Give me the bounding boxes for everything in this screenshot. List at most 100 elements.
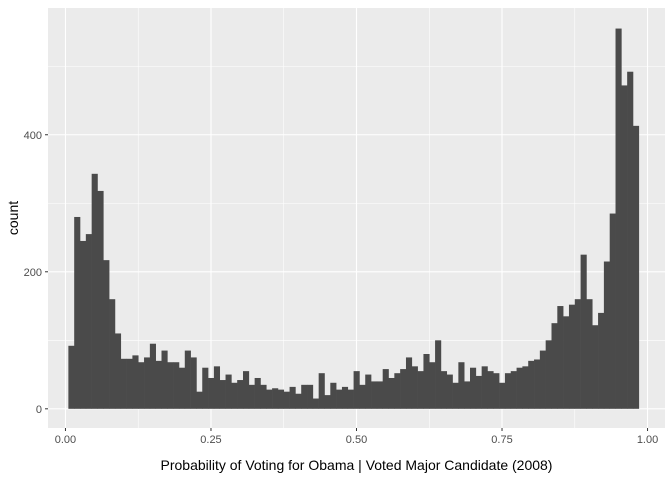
histogram-bar [138,362,145,409]
histogram-bar [283,391,290,409]
y-tick-label: 200 [24,267,42,279]
histogram-bar [237,380,244,409]
histogram-bar [80,240,87,409]
histogram-bar [213,366,221,409]
histogram-bar [563,316,570,409]
histogram-bar [74,216,81,409]
histogram-bar [452,382,459,409]
histogram-bar [574,299,581,409]
histogram-bar [382,369,389,409]
histogram-bar [545,340,552,409]
histogram-bar [184,350,191,409]
histogram-bar [493,373,500,409]
histogram-bar [440,371,448,409]
histogram-bar [225,374,232,409]
histogram-bar [114,333,122,409]
histogram-bar [289,386,296,409]
histogram-bar [539,350,546,409]
histogram-bar [202,367,209,409]
histogram-bar [371,381,378,409]
histogram-bar [615,28,622,409]
histogram-bar [632,125,640,409]
histogram-bar [167,362,174,409]
y-tick-label: 400 [24,130,42,142]
histogram-bar [324,395,331,409]
x-tick-label: 0.25 [200,434,221,446]
histogram-bar [173,362,180,409]
histogram-bar [295,393,302,409]
histogram-bar [400,369,407,409]
y-axis-title: count [5,201,21,235]
histogram-bar [132,355,139,409]
histogram-bar [231,382,238,409]
histogram-bar [621,85,628,409]
histogram-bar [487,371,494,409]
histogram-bar [394,373,401,409]
histogram-bar [312,398,319,409]
histogram-bar [85,234,92,409]
histogram-bar [475,375,482,409]
histogram-bar [592,325,599,409]
histogram-bar [254,377,261,409]
x-tick-label: 1.00 [637,434,658,446]
histogram-bar [277,389,285,409]
histogram-bar [458,362,465,409]
histogram-bar [557,306,564,409]
histogram-bar [522,366,529,409]
histogram-bar [272,388,279,409]
histogram-bar [598,312,605,409]
histogram-bar [586,299,593,409]
histogram-bar [568,304,576,409]
histogram-bar [68,345,75,409]
histogram-bar [260,384,267,409]
histogram-bar [126,358,133,409]
histogram-bar [353,371,360,409]
histogram-bar [481,366,488,409]
histogram-bar [534,359,541,409]
histogram-bar [208,377,215,409]
x-tick-label: 0.00 [55,434,76,446]
histogram-bar [301,384,308,409]
histogram-bar [120,358,127,409]
histogram-bar [144,357,151,409]
histogram-bar [388,377,395,409]
histogram-bar [627,71,634,409]
histogram-bar [499,382,506,409]
histogram-bar [341,386,349,409]
histogram-bar [528,360,535,409]
grid-major [48,8,665,428]
histogram-bar [376,381,383,409]
histogram-bar [359,384,366,409]
histogram-bar [161,350,168,409]
x-tick-label: 0.75 [491,434,512,446]
histogram-bar [365,374,372,409]
histogram-bar [196,391,203,409]
histogram-bar [446,374,453,409]
histogram-bar [109,299,116,409]
histogram-bar [429,362,436,409]
histogram-bar [347,389,354,409]
histogram-bar [405,357,413,409]
histogram-bar [417,371,424,409]
histogram-bar [91,173,98,409]
histogram-bar [219,380,226,409]
histogram-bar [609,213,616,409]
histogram-bar [242,371,250,409]
histogram-bar [504,373,512,409]
histogram-bar [580,254,587,409]
histogram-bar [603,261,611,409]
histogram-bar [411,366,418,409]
histogram-bar [97,190,104,409]
histogram-bar [510,371,517,409]
histogram-bar [423,354,430,409]
histogram-bar [178,367,186,409]
x-tick-label: 0.50 [346,434,367,446]
x-axis-ticks: 0.00 0.25 0.50 0.75 1.00 [55,428,658,446]
histogram-bar [190,357,197,409]
histogram-bar [149,343,156,409]
histogram-bar [470,367,477,409]
x-axis-title: Probability of Voting for Obama | Voted … [161,457,553,473]
histogram-bar [336,389,343,409]
histogram-bar [330,382,337,409]
